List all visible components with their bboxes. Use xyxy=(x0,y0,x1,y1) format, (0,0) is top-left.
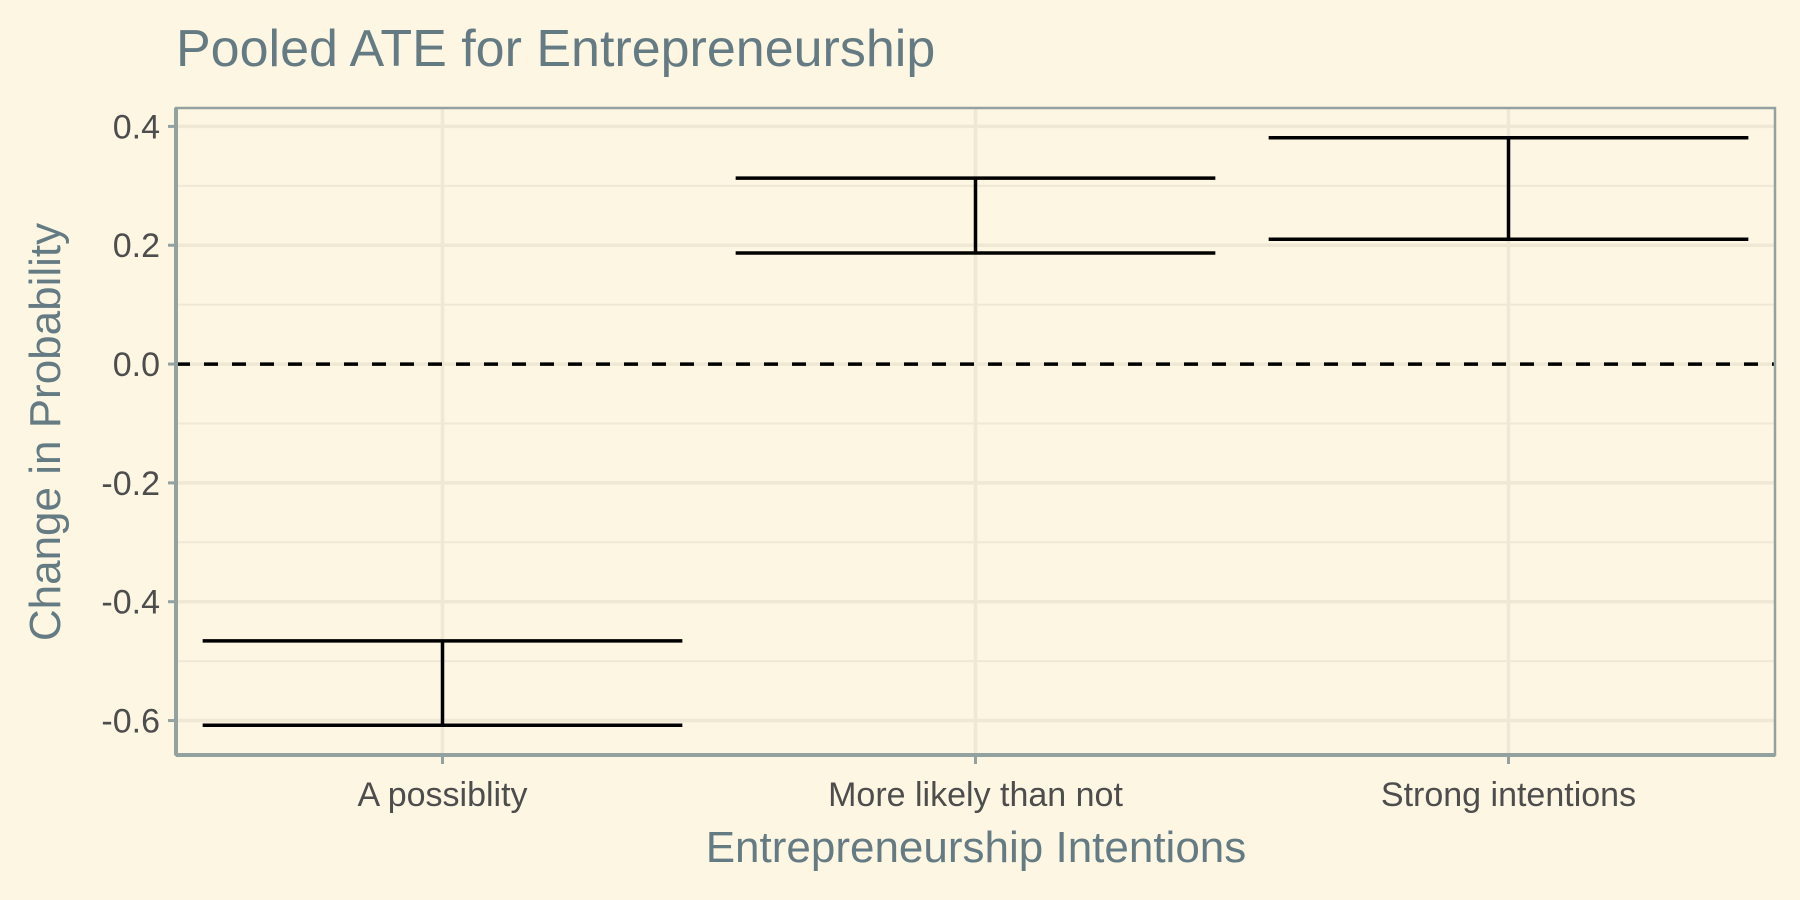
chart-title: Pooled ATE for Entrepreneurship xyxy=(176,20,935,78)
y-tick-label: -0.6 xyxy=(101,703,160,741)
y-axis-ticks: 0.4 0.2 0.0 -0.2 -0.4 -0.6 xyxy=(101,108,176,741)
y-tick-label: 0.4 xyxy=(113,108,160,146)
x-axis-title: Entrepreneurship Intentions xyxy=(706,823,1247,872)
error-bars xyxy=(202,135,1749,728)
errorbar-3 xyxy=(1268,135,1749,242)
x-tick-label: A possiblity xyxy=(357,776,527,814)
y-axis-title: Change in Probability xyxy=(21,223,70,641)
x-tick-label: More likely than not xyxy=(828,776,1123,814)
y-tick-label: 0.2 xyxy=(113,227,160,265)
y-tick-label: 0.0 xyxy=(113,346,160,384)
y-tick-label: -0.2 xyxy=(101,465,160,503)
errorbar-1 xyxy=(202,639,683,728)
errorbar-2 xyxy=(735,176,1216,255)
x-tick-label: Strong intentions xyxy=(1381,776,1636,814)
x-axis-ticks: A possiblity More likely than not Strong i… xyxy=(357,755,1636,814)
y-tick-label: -0.4 xyxy=(101,584,160,622)
